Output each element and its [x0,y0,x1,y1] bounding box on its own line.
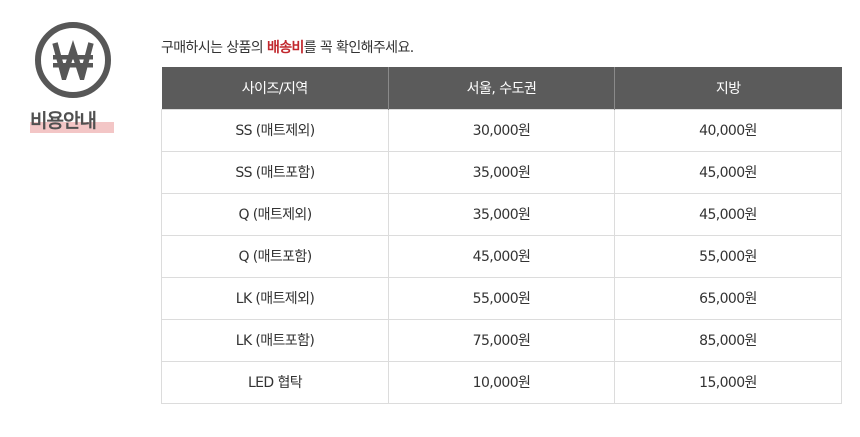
table-row: Q (매트제외) 35,000원 45,000원 [161,192,842,236]
cell-size: SS (매트포함) [161,150,389,194]
table-header-row: 사이즈/지역 서울, 수도권 지방 [161,67,842,109]
header-seoul-metro: 서울, 수도권 [388,67,615,109]
cell-size: SS (매트제외) [161,108,389,152]
table-row: LED 협탁 10,000원 15,000원 [161,360,842,404]
table-row: SS (매트제외) 30,000원 40,000원 [161,108,842,152]
cell-seoul-price: 75,000원 [388,318,615,362]
table-row: Q (매트포함) 45,000원 55,000원 [161,234,842,278]
cell-seoul-price: 35,000원 [388,150,615,194]
notice-text-after: 를 꼭 확인해주세요. [303,40,414,56]
cell-regional-price: 40,000원 [614,108,842,152]
won-sign-icon [35,22,111,98]
header-regional: 지방 [614,67,842,109]
cell-regional-price: 45,000원 [614,192,842,236]
header-size-region: 사이즈/지역 [161,67,389,109]
badge-label: 비용안내 [30,110,97,132]
cell-seoul-price: 45,000원 [388,234,615,278]
notice-text-before: 구매하시는 상품의 [161,40,267,56]
table-row: LK (매트제외) 55,000원 65,000원 [161,276,842,320]
table-row: LK (매트포함) 75,000원 85,000원 [161,318,842,362]
badge-label-highlight [30,122,114,133]
notice-highlight-shipping-fee: 배송비 [266,40,304,56]
cell-regional-price: 15,000원 [614,360,842,404]
cell-size: Q (매트제외) [161,192,389,236]
cell-size: LK (매트제외) [161,276,389,320]
table-row: SS (매트포함) 35,000원 45,000원 [161,150,842,194]
cell-size: LK (매트포함) [161,318,389,362]
shipping-notice: 구매하시는 상품의 배송비를 꼭 확인해주세요. [161,37,414,57]
cell-regional-price: 55,000원 [614,234,842,278]
cell-size: LED 협탁 [161,360,389,404]
cell-seoul-price: 10,000원 [388,360,615,404]
cell-size: Q (매트포함) [161,234,389,278]
cell-regional-price: 85,000원 [614,318,842,362]
cell-regional-price: 45,000원 [614,150,842,194]
cell-regional-price: 65,000원 [614,276,842,320]
cell-seoul-price: 35,000원 [388,192,615,236]
cell-seoul-price: 30,000원 [388,108,615,152]
shipping-fee-table: 사이즈/지역 서울, 수도권 지방 SS (매트제외) 30,000원 40,0… [161,67,842,404]
cell-seoul-price: 55,000원 [388,276,615,320]
